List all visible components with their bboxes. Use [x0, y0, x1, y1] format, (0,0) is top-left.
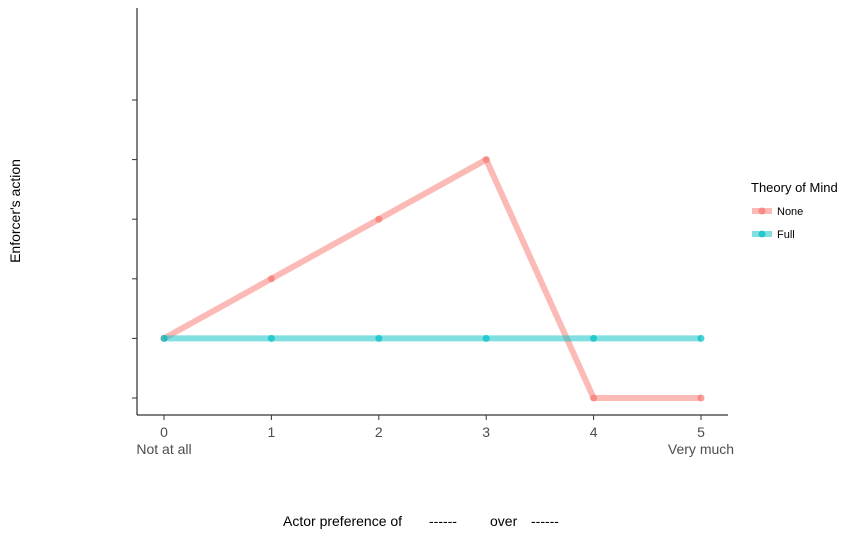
- x-end-label-left: Not at all: [136, 441, 191, 457]
- legend-key-point: [758, 230, 766, 238]
- legend-label: Full: [777, 229, 795, 241]
- x-end-label-right: Very much: [668, 441, 734, 457]
- x-tick-label: 1: [268, 424, 276, 440]
- legend: Theory of Mind None Full: [751, 180, 838, 241]
- data-point: [482, 156, 490, 164]
- data-point: [267, 275, 275, 283]
- series-none: [160, 156, 705, 402]
- x-axis-title-blank-b: ------: [531, 513, 559, 529]
- legend-item: Full: [752, 229, 795, 241]
- data-point: [375, 215, 383, 223]
- data-point: [375, 334, 383, 342]
- y-axis-title: Enforcer's action: [7, 159, 23, 263]
- x-tick-label: 4: [590, 424, 598, 440]
- x-axis-title-over: over: [490, 513, 518, 529]
- data-point: [160, 334, 168, 342]
- legend-key-point: [758, 207, 766, 215]
- axes: [136, 8, 728, 416]
- legend-title: Theory of Mind: [751, 180, 838, 195]
- x-ticks: 0 1 2 3 4 5: [160, 415, 705, 440]
- x-axis-title-blank-a: ------: [429, 513, 457, 529]
- x-tick-label: 3: [482, 424, 490, 440]
- x-axis-title-main: Actor preference of: [283, 513, 402, 529]
- x-tick-label: 0: [160, 424, 168, 440]
- data-point: [482, 334, 490, 342]
- series-line: [162, 156, 701, 401]
- x-axis-title: Actor preference of ------ over ------: [283, 513, 559, 529]
- data-point: [697, 334, 705, 342]
- data-point: [267, 334, 275, 342]
- series-full: [160, 334, 705, 342]
- data-point: [697, 394, 705, 402]
- y-ticks: [132, 99, 137, 399]
- data-point: [590, 394, 598, 402]
- legend-label: None: [777, 206, 803, 218]
- data-point: [590, 334, 598, 342]
- series-layer: [160, 156, 705, 402]
- x-tick-label: 5: [697, 424, 705, 440]
- legend-item: None: [752, 206, 803, 218]
- x-tick-label: 2: [375, 424, 383, 440]
